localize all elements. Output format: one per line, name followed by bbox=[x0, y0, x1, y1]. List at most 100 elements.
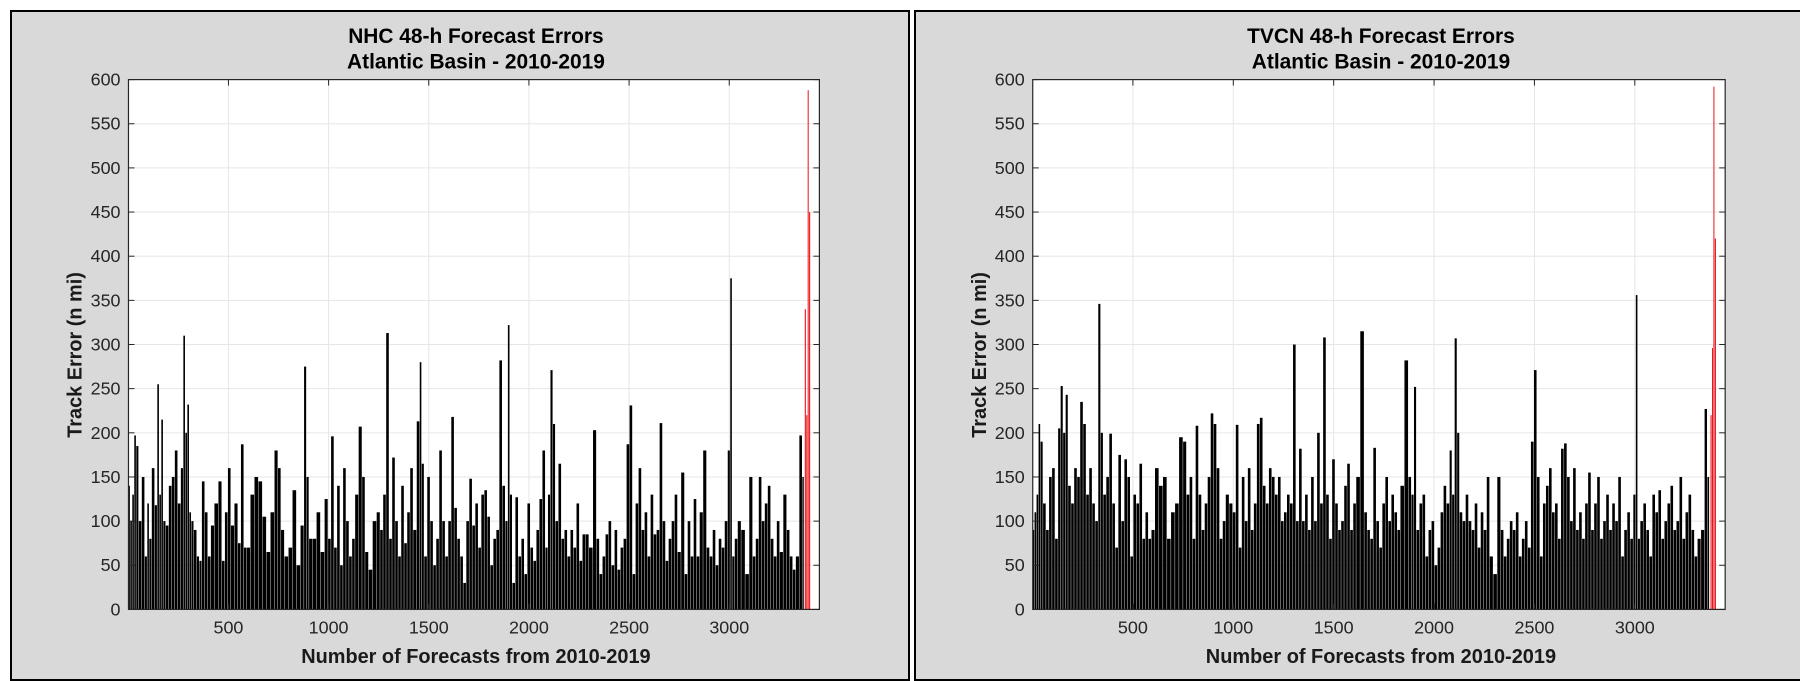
bar bbox=[611, 565, 615, 610]
bar bbox=[1118, 454, 1121, 610]
bar bbox=[656, 529, 660, 610]
bar bbox=[524, 574, 528, 610]
bar bbox=[1509, 521, 1513, 610]
bar bbox=[493, 538, 496, 610]
bar bbox=[454, 507, 457, 610]
x-tick-label: 2000 bbox=[509, 617, 549, 637]
bar bbox=[237, 543, 241, 610]
bar bbox=[1664, 521, 1668, 610]
bar bbox=[1548, 468, 1552, 610]
bar bbox=[1130, 556, 1134, 610]
bar bbox=[1124, 459, 1127, 610]
bar bbox=[154, 505, 157, 610]
bar bbox=[1305, 494, 1308, 610]
bar bbox=[1594, 503, 1597, 610]
bar bbox=[1338, 529, 1341, 610]
bar bbox=[1151, 529, 1155, 610]
bar bbox=[442, 521, 445, 610]
bar bbox=[644, 512, 648, 610]
nhc-chart-panel: NHC 48-h Forecast Errors Atlantic Basin … bbox=[10, 10, 910, 681]
bar bbox=[1080, 401, 1083, 610]
y-tick-label: 150 bbox=[995, 467, 1025, 487]
bar bbox=[527, 503, 531, 610]
bar bbox=[770, 538, 774, 610]
bar bbox=[620, 547, 624, 610]
bar bbox=[386, 333, 389, 610]
bar bbox=[582, 534, 586, 610]
bar bbox=[1630, 538, 1633, 610]
bar bbox=[1564, 443, 1567, 610]
bar bbox=[316, 512, 321, 610]
highlight-bar bbox=[1714, 238, 1716, 610]
bar bbox=[1280, 521, 1284, 610]
bar bbox=[1471, 529, 1475, 610]
bar bbox=[149, 538, 152, 610]
bar bbox=[605, 534, 609, 610]
bar bbox=[331, 436, 334, 610]
bar bbox=[1250, 529, 1254, 610]
bar bbox=[1691, 529, 1695, 610]
bar bbox=[401, 485, 404, 610]
y-tick-label: 550 bbox=[91, 114, 121, 134]
bar bbox=[515, 497, 519, 610]
bar bbox=[1192, 538, 1196, 610]
bar bbox=[1585, 503, 1588, 610]
y-tick-label: 100 bbox=[995, 511, 1025, 531]
bar bbox=[552, 423, 556, 610]
bar bbox=[1112, 503, 1115, 610]
bar bbox=[358, 426, 362, 610]
x-tick-label: 1500 bbox=[1314, 617, 1354, 637]
bar bbox=[1376, 521, 1379, 610]
tvcn-chart: TVCN 48-h Forecast Errors Atlantic Basin… bbox=[969, 25, 1726, 668]
highlight-bar bbox=[806, 415, 808, 610]
bar bbox=[159, 494, 161, 610]
bar bbox=[472, 525, 475, 610]
bar bbox=[457, 538, 460, 610]
x-tick-label: 2500 bbox=[1514, 617, 1554, 637]
bar bbox=[602, 556, 606, 610]
bar bbox=[1238, 547, 1242, 610]
bar bbox=[706, 547, 710, 610]
bar bbox=[475, 503, 478, 610]
bar bbox=[724, 521, 728, 610]
bar bbox=[693, 499, 697, 610]
bar bbox=[1635, 295, 1638, 610]
bar bbox=[1422, 494, 1426, 610]
bar bbox=[1103, 494, 1106, 610]
bar bbox=[171, 476, 175, 610]
bar bbox=[1353, 503, 1356, 610]
bar bbox=[1408, 476, 1412, 610]
bar bbox=[536, 529, 540, 610]
bar bbox=[365, 552, 369, 610]
bar bbox=[478, 547, 481, 610]
bar bbox=[1098, 303, 1101, 610]
bar bbox=[761, 521, 765, 610]
bar bbox=[230, 525, 235, 610]
bar bbox=[696, 556, 700, 610]
bar bbox=[1335, 503, 1338, 610]
bar bbox=[1694, 556, 1698, 610]
bar bbox=[1155, 468, 1159, 610]
bar bbox=[1600, 538, 1603, 610]
bar bbox=[1332, 459, 1335, 610]
highlight-bar bbox=[1710, 415, 1712, 610]
bar bbox=[1100, 432, 1103, 610]
bar bbox=[715, 565, 719, 610]
bar bbox=[1679, 476, 1683, 610]
bar bbox=[1428, 529, 1432, 610]
bar bbox=[1561, 448, 1564, 610]
bar bbox=[469, 478, 472, 610]
bar bbox=[490, 565, 493, 610]
bar bbox=[1465, 494, 1469, 610]
bar bbox=[193, 529, 197, 610]
bar bbox=[547, 494, 551, 610]
bar bbox=[662, 521, 666, 610]
bar bbox=[151, 468, 155, 610]
bar bbox=[1621, 556, 1624, 610]
bar bbox=[623, 538, 627, 610]
bar bbox=[561, 538, 565, 610]
bar bbox=[1145, 512, 1149, 610]
bar bbox=[579, 560, 583, 610]
bar bbox=[1667, 503, 1671, 610]
